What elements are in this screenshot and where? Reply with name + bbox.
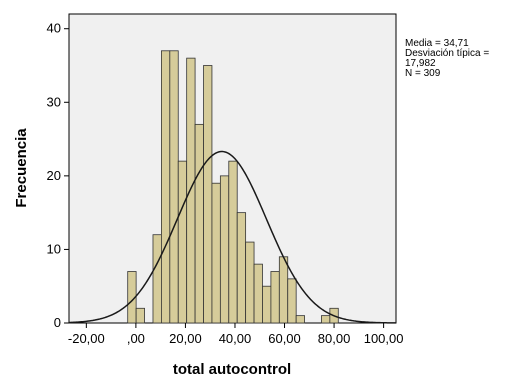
histogram-bar	[253, 263, 263, 324]
histogram-bar	[135, 307, 145, 324]
histogram-bar	[219, 175, 230, 324]
histogram-bar	[186, 57, 196, 324]
histogram-bar	[278, 256, 289, 324]
y-axis-title: Frecuencia	[13, 128, 30, 208]
x-tick-label: 60,00	[268, 331, 301, 346]
histogram-bar	[194, 123, 204, 324]
x-axis-ticks: -20,00 ,00 20,00 40,00 60,00 80,00 100,00	[68, 323, 404, 346]
histogram-bar	[177, 160, 188, 324]
histogram-bar	[321, 315, 331, 324]
x-tick-label: 100,00	[364, 331, 404, 346]
x-tick-label: ,00	[127, 331, 145, 346]
stat-mean: Media = 34,71	[405, 38, 469, 49]
stat-sd-value: 17,982	[405, 58, 436, 69]
y-tick-label: 20	[47, 168, 61, 183]
x-tick-label: -20,00	[68, 331, 105, 346]
histogram-bar	[169, 50, 179, 324]
histogram-bar	[245, 241, 255, 324]
x-tick-label: 40,00	[219, 331, 252, 346]
x-tick-label: 20,00	[169, 331, 202, 346]
y-tick-label: 0	[54, 315, 61, 330]
y-tick-label: 10	[47, 241, 61, 256]
y-tick-label: 30	[47, 94, 61, 109]
normal-curve	[68, 150, 397, 324]
x-tick-label: 80,00	[318, 331, 351, 346]
stat-n: N = 309	[405, 68, 441, 79]
y-tick-label: 40	[47, 21, 61, 36]
histogram-bar	[287, 278, 297, 324]
histogram-bar	[203, 65, 213, 324]
histogram-bar	[270, 271, 280, 324]
histogram-bars	[127, 50, 339, 324]
histogram-bar	[160, 50, 171, 324]
histogram-bar	[152, 234, 162, 324]
stat-sd-label: Desviación típica =	[405, 48, 489, 59]
stats-legend: Media = 34,71 Desviación típica = 17,982…	[405, 38, 489, 79]
y-axis-ticks: 0 10 20 30 40	[47, 21, 69, 330]
histogram-bar	[295, 315, 305, 324]
histogram-bar	[127, 271, 137, 324]
x-axis-title: total autocontrol	[173, 361, 291, 378]
histogram-bar	[262, 285, 272, 324]
histogram-bar	[211, 182, 221, 324]
histogram-bar	[228, 160, 238, 324]
histogram-bar	[236, 212, 247, 324]
